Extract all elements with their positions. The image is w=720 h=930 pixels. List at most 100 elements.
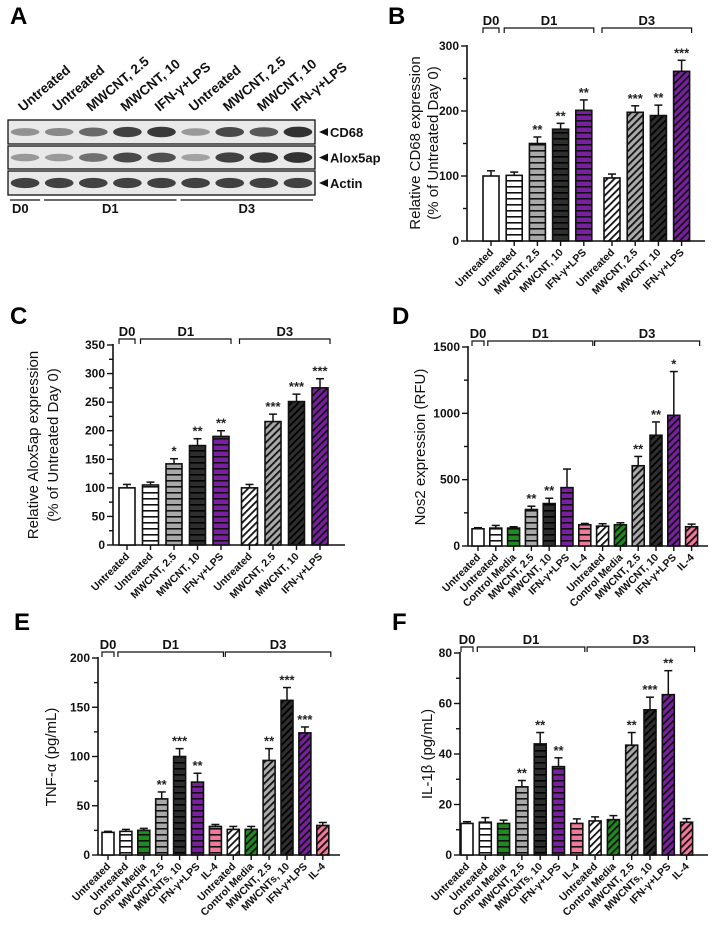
y-tick-label: 0 (98, 538, 105, 552)
bar (208, 825, 223, 856)
group-label: D3 (270, 637, 287, 652)
x-tick-label: IL-4 (675, 552, 697, 574)
blot-band (113, 152, 142, 163)
significance-label: *** (297, 712, 313, 727)
significance-label: ** (553, 743, 564, 758)
group-label: D0 (483, 13, 500, 28)
x-tick-label: IL-4 (306, 861, 328, 883)
bar (524, 508, 539, 547)
y-tick-label: 40 (439, 747, 453, 761)
bar (244, 828, 258, 856)
bar (588, 820, 602, 856)
bar (672, 70, 691, 242)
significance-label: ** (633, 441, 644, 456)
group-label: D3 (633, 632, 650, 647)
bar (165, 463, 183, 546)
group-label: D1 (162, 637, 179, 652)
y-tick-label: 20 (439, 798, 453, 812)
significance-label: ** (579, 85, 590, 100)
significance-label: *** (289, 379, 305, 394)
bar (542, 502, 557, 547)
bar (264, 420, 282, 546)
group-label: D3 (639, 326, 656, 341)
bar (280, 699, 294, 856)
bar (551, 765, 566, 856)
band-label: Actin (330, 176, 363, 191)
group-bracket (476, 646, 586, 652)
bar (624, 744, 639, 856)
group-label: D1 (532, 326, 549, 341)
y-axis-label: IL-1β (pg/mL) (419, 709, 436, 799)
group-bracket (224, 651, 332, 657)
blot-band (283, 177, 313, 189)
group-bracket (601, 27, 693, 33)
group-bracket (586, 646, 696, 652)
bar (101, 831, 115, 856)
bar (515, 786, 529, 856)
blot-band (78, 153, 108, 162)
bar (679, 821, 694, 856)
group-bracket (238, 338, 331, 344)
bar (631, 464, 646, 547)
panel-letter-c: C (10, 303, 27, 330)
group-label: D3 (638, 13, 655, 28)
group-bracket (482, 27, 500, 33)
bar (506, 527, 521, 547)
significance-label: *** (265, 399, 281, 414)
significance-label: ** (532, 122, 543, 137)
blot-strip-actin: Actin (7, 170, 363, 196)
bar (119, 830, 133, 856)
y-tick-label: 300 (439, 39, 459, 53)
group-bracket (594, 340, 701, 346)
x-tick-label: IL-4 (670, 861, 692, 883)
significance-label: *** (674, 45, 690, 60)
bar (533, 743, 548, 856)
blot-band (249, 127, 279, 137)
bar (528, 142, 547, 242)
significance-label: ** (663, 656, 674, 671)
band-label: CD68 (330, 125, 363, 140)
group-label: D3 (276, 324, 293, 339)
significance-label: *** (279, 673, 295, 688)
bar (287, 400, 306, 546)
blot-band (147, 152, 176, 163)
significance-label: * (671, 357, 677, 372)
chart-b: 0 100 200 300 Relative CD68 expression (% of … (407, 13, 705, 297)
panel-letter-a: A (10, 3, 27, 30)
y-tick-label: 60 (439, 697, 453, 711)
blot-band (181, 177, 210, 189)
bar (262, 759, 276, 856)
y-tick-label: 200 (70, 651, 90, 665)
group-bracket (503, 27, 595, 33)
y-tick-label: 150 (70, 700, 90, 714)
blot-band (249, 177, 279, 189)
bar (298, 732, 312, 856)
bar (626, 111, 645, 242)
y-tick-label: 1500 (433, 340, 460, 354)
blot-strip-alox5ap: Alox5ap (7, 145, 381, 170)
blot-band (78, 127, 108, 137)
bar (226, 828, 241, 856)
bar (606, 818, 621, 856)
group-label: D0 (459, 632, 476, 647)
bar (190, 781, 205, 856)
blot-band (10, 177, 40, 189)
bar (613, 523, 628, 547)
panel-letter-e: E (14, 609, 30, 636)
y-tick-label: 150 (85, 452, 105, 466)
y-tick-label: 0 (452, 234, 459, 248)
bar (569, 822, 584, 856)
significance-label: ** (651, 407, 662, 422)
significance-label: ** (535, 718, 546, 733)
significance-label: ** (556, 108, 567, 123)
y-tick-label: 100 (439, 169, 459, 183)
bar (666, 414, 681, 547)
blot-band (10, 128, 40, 136)
blot-band (44, 153, 74, 162)
y-tick-label: 200 (439, 104, 459, 118)
y-tick-label: 350 (85, 338, 105, 352)
significance-label: ** (544, 483, 555, 498)
y-tick-label: 50 (77, 799, 91, 813)
blot-band (147, 126, 176, 138)
